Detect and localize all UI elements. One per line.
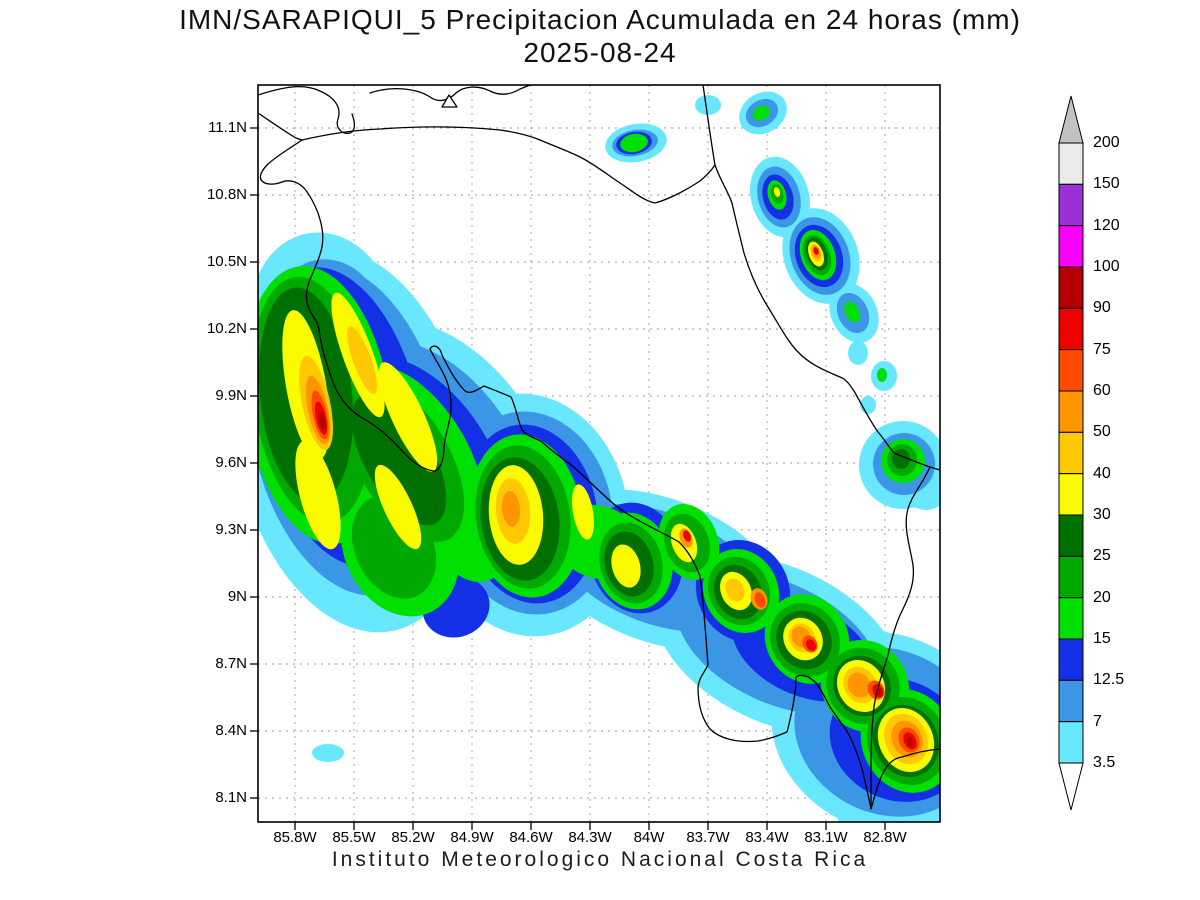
ometepe-island xyxy=(441,94,458,108)
lon-tick-label: 85.5W xyxy=(332,829,376,846)
colorbar-segment xyxy=(1058,183,1084,227)
colorbar-label: 3.5 xyxy=(1093,754,1116,771)
colorbar xyxy=(1058,95,1084,811)
lat-tick-label: 8.7N xyxy=(215,655,247,672)
lon-tick-label: 83.1W xyxy=(804,829,848,846)
lat-tick-label: 11.1N xyxy=(208,119,247,136)
colorbar-label: 12.5 xyxy=(1093,671,1125,688)
footer-caption: Instituto Meteorologico Nacional Costa R… xyxy=(331,848,869,871)
colorbar-segment xyxy=(1058,390,1084,433)
map-frame xyxy=(257,84,941,823)
lon-tick-label: 84.3W xyxy=(568,829,612,846)
colorbar-segment xyxy=(1058,431,1084,475)
lat-tick-label: 10.8N xyxy=(206,186,247,203)
axis-ticks xyxy=(250,127,886,830)
lat-tick-label: 9.9N xyxy=(215,387,247,404)
lat-tick-label: 10.5N xyxy=(206,253,247,270)
caribbean-coast xyxy=(702,85,940,471)
lat-tick-label: 8.1N xyxy=(215,789,247,806)
lat-tick-label: 9N xyxy=(227,588,247,605)
lat-tick-label: 8.4N xyxy=(215,722,247,739)
plot-title-line1: IMN/SARAPIQUI_5 Precipitacion Acumulada … xyxy=(179,4,1021,35)
lon-tick-label: 85.8W xyxy=(273,829,317,846)
colorbar-segment xyxy=(1058,638,1084,681)
colorbar-segment xyxy=(1058,307,1084,351)
lat-tick-label: 9.6N xyxy=(215,454,247,471)
lake-nicaragua-shore xyxy=(258,86,356,134)
colorbar-label: 20 xyxy=(1093,589,1111,606)
colorbar-label: 60 xyxy=(1093,382,1111,399)
lon-tick-label: 84.6W xyxy=(509,829,553,846)
lon-tick-label: 83.7W xyxy=(686,829,730,846)
plot-title: IMN/SARAPIQUI_5 Precipitacion Acumulada … xyxy=(0,3,1200,69)
coastline xyxy=(258,85,940,810)
colorbar-segment xyxy=(1058,473,1084,516)
colorbar-label: 25 xyxy=(1093,547,1111,564)
nicaragua-border xyxy=(301,126,716,204)
colorbar-cap-top xyxy=(1058,95,1084,144)
colorbar-segment xyxy=(1058,142,1084,185)
colorbar-label: 150 xyxy=(1093,175,1120,192)
colorbar-label: 75 xyxy=(1093,341,1111,358)
colorbar-label: 15 xyxy=(1093,630,1111,647)
colorbar-label: 50 xyxy=(1093,423,1111,440)
lon-tick-label: 82.8W xyxy=(863,829,907,846)
colorbar-segment xyxy=(1058,555,1084,599)
plot-title-line2: 2025-08-24 xyxy=(523,37,677,68)
colorbar-segment xyxy=(1058,266,1084,309)
colorbar-segment xyxy=(1058,721,1084,764)
lake-nicaragua-shore-east xyxy=(369,85,531,102)
panama-border xyxy=(870,466,931,810)
colorbar-segment xyxy=(1058,679,1084,723)
colorbar-segment xyxy=(1058,514,1084,557)
lat-tick-label: 10.2N xyxy=(206,320,247,337)
colorbar-segment xyxy=(1058,349,1084,392)
lon-tick-label: 83.4W xyxy=(745,829,789,846)
colorbar-label: 90 xyxy=(1093,299,1111,316)
colorbar-segment xyxy=(1058,597,1084,640)
precipitation-map xyxy=(250,84,941,830)
colorbar-label: 200 xyxy=(1093,134,1120,151)
lon-tick-label: 85.2W xyxy=(391,829,435,846)
lon-tick-label: 84.9W xyxy=(450,829,494,846)
pacific-coast xyxy=(258,112,940,810)
colorbar-label: 30 xyxy=(1093,506,1111,523)
precipitation-field xyxy=(258,91,940,822)
colorbar-label: 7 xyxy=(1093,713,1102,730)
colorbar-segment xyxy=(1058,225,1084,268)
colorbar-cap-bottom xyxy=(1058,762,1084,811)
lat-tick-label: 9.3N xyxy=(215,521,247,538)
lon-tick-label: 84W xyxy=(633,829,665,846)
colorbar-label: 40 xyxy=(1093,465,1111,482)
colorbar-label: 100 xyxy=(1093,258,1120,275)
colorbar-label: 120 xyxy=(1093,217,1120,234)
